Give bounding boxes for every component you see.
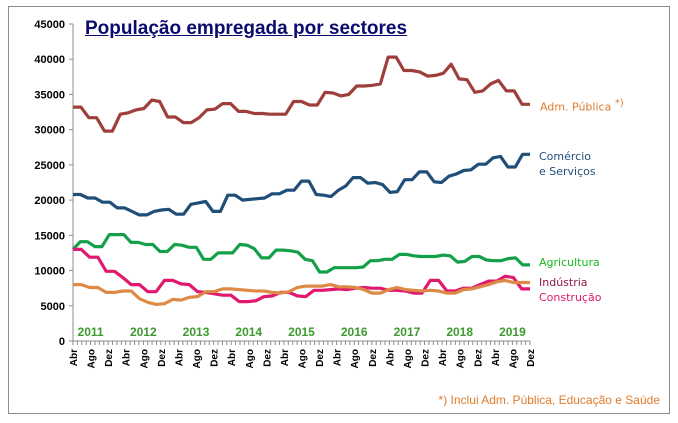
x-tick-label: Dez [104, 349, 115, 367]
series-line-0 [73, 55, 530, 133]
series-line-3 [73, 247, 530, 304]
x-tick-label: Ago [350, 349, 361, 368]
legend-adm-publica: Adm. Pública *) [540, 96, 624, 115]
y-tick-label: 45000 [34, 19, 65, 31]
chart-title: População empregada por sectores [85, 18, 408, 39]
x-tick-label: Ago [456, 349, 467, 368]
y-tick-label: 15000 [34, 230, 65, 242]
x-tick-label: Abr [122, 349, 133, 366]
y-tick-label: 10000 [34, 266, 65, 278]
year-label: 2011 [78, 325, 104, 339]
y-tick-label: 40000 [34, 54, 65, 66]
x-tick-label: Ago [192, 349, 203, 368]
x-tick-label: Dez [315, 349, 326, 367]
x-tick-label: Abr [227, 349, 238, 366]
x-tick-label: Abr [333, 349, 344, 366]
x-tick-label: Dez [421, 349, 432, 367]
legend-comercio-servicos: Comércio e Serviços [539, 149, 596, 179]
x-tick-label: Ago [245, 349, 256, 368]
year-label: 2016 [341, 325, 368, 339]
y-tick-label: 5000 [41, 301, 65, 313]
year-label: 2013 [183, 325, 210, 339]
x-tick-label: Ago [298, 349, 309, 368]
chart-frame [8, 6, 670, 414]
legend-industria-line1: Indústria [539, 276, 588, 289]
y-tick-label: 25000 [34, 160, 65, 172]
x-tick-label: Dez [526, 349, 537, 367]
y-tick-label: 30000 [34, 125, 65, 137]
x-tick-label: Dez [262, 349, 273, 367]
x-tick-label: Dez [157, 349, 168, 367]
series-line-2 [71, 233, 530, 274]
x-tick-label: Dez [368, 349, 379, 367]
x-tick-label: Ago [87, 349, 98, 368]
x-tick-label: Dez [210, 349, 221, 367]
series-line-4 [73, 278, 530, 306]
legend-comercio-line1: Comércio [539, 150, 592, 163]
series-line-1 [73, 152, 530, 217]
year-label: 2018 [446, 325, 473, 339]
x-tick-label: Dez [473, 349, 484, 367]
y-tick-label: 0 [59, 336, 65, 348]
x-tick-label: Ago [508, 349, 519, 368]
x-tick-label: Abr [69, 349, 80, 366]
legend-comercio-line2: e Serviços [539, 165, 596, 178]
legend-industria-line2: Construção [539, 291, 602, 304]
x-tick-label: Abr [491, 349, 502, 366]
series-lines [71, 55, 530, 306]
x-tick-label: Abr [385, 349, 396, 366]
year-label: 2015 [288, 325, 315, 339]
x-tick-label: Abr [280, 349, 291, 366]
legend-adm-mark: *) [614, 98, 624, 109]
year-label: 2017 [394, 325, 421, 339]
y-tick-label: 20000 [34, 195, 65, 207]
year-label: 2012 [130, 325, 157, 339]
legend-adm-label: Adm. Pública [540, 100, 612, 114]
footnote: *) Inclui Adm. Pública, Educação e Saúde [438, 393, 660, 407]
x-tick-label: Abr [174, 349, 185, 366]
year-label: 2019 [499, 325, 526, 339]
legend-agricultura: Agricultura [539, 256, 600, 269]
x-tick-label: Ago [139, 349, 150, 368]
x-tick-label: Ago [403, 349, 414, 368]
y-axis: 0 5000 10000 15000 20000 25000 30000 35000 40000… [34, 19, 74, 348]
legend-industria-construcao: Indústria Construção [539, 275, 601, 305]
x-axis: Abr Ago Dez Abr Ago Dez Abr Ago Dez Abr Ago Dez Abr A… [69, 325, 537, 368]
year-label: 2014 [235, 325, 262, 339]
x-tick-label: Abr [438, 349, 449, 366]
y-tick-label: 35000 [34, 89, 65, 101]
